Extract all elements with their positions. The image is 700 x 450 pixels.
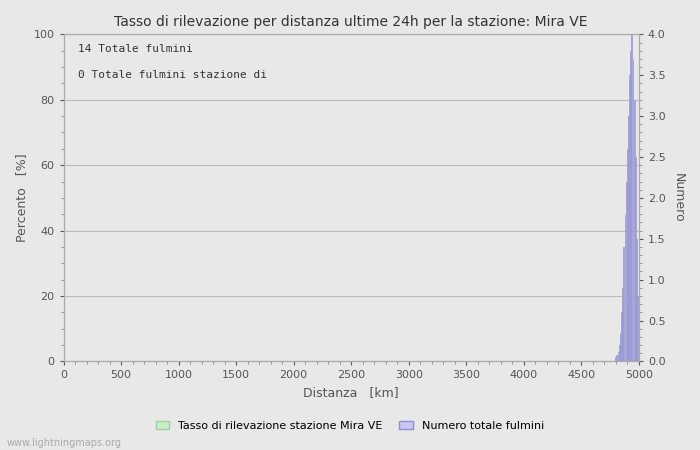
Bar	[619, 345, 620, 361]
Y-axis label: Percento   [%]: Percento [%]	[15, 153, 28, 242]
Bar	[633, 59, 634, 361]
Bar	[628, 116, 629, 361]
Bar	[615, 357, 616, 361]
Bar	[626, 181, 627, 361]
Bar	[617, 351, 619, 361]
Bar	[636, 239, 637, 361]
X-axis label: Distanza   [km]: Distanza [km]	[303, 386, 399, 399]
Bar	[635, 157, 636, 361]
Bar	[630, 51, 631, 361]
Text: www.lightningmaps.org: www.lightningmaps.org	[7, 438, 122, 448]
Bar	[631, 34, 632, 361]
Bar	[620, 333, 621, 361]
Bar	[626, 149, 628, 361]
Bar	[624, 214, 625, 361]
Text: 0 Totale fulmini stazione di: 0 Totale fulmini stazione di	[78, 70, 267, 80]
Y-axis label: Numero: Numero	[672, 173, 685, 223]
Bar	[634, 100, 635, 361]
Bar	[629, 75, 630, 361]
Title: Tasso di rilevazione per distanza ultime 24h per la stazione: Mira VE: Tasso di rilevazione per distanza ultime…	[114, 15, 588, 29]
Bar	[621, 312, 622, 361]
Text: 14 Totale fulmini: 14 Totale fulmini	[78, 44, 193, 54]
Bar	[622, 288, 623, 361]
Legend: Tasso di rilevazione stazione Mira VE, Numero totale fulmini: Tasso di rilevazione stazione Mira VE, N…	[152, 416, 548, 436]
Bar	[637, 296, 638, 361]
